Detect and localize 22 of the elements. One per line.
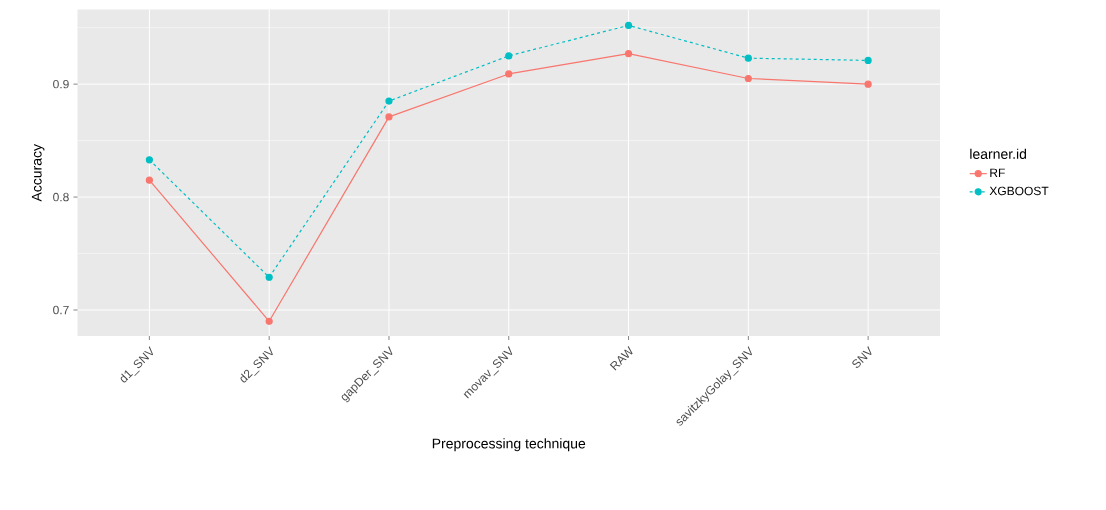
point: [265, 317, 273, 325]
point: [624, 21, 633, 29]
point: [744, 54, 752, 62]
point: [385, 97, 393, 105]
point: [145, 156, 153, 164]
point: [864, 56, 872, 65]
point: [744, 74, 752, 83]
y-axis-title: Accuracy: [31, 144, 45, 202]
legend-title: learner.id: [970, 148, 1027, 159]
x-axis-title: Preprocessing technique: [432, 438, 586, 452]
point: [505, 70, 513, 78]
legend-label: XGBOOST: [989, 186, 1049, 196]
y-tick-label: 0.8: [53, 192, 69, 202]
point: [624, 50, 633, 58]
point: [385, 113, 393, 121]
y-tick-label: 0.7: [53, 305, 69, 315]
point: [864, 80, 872, 88]
point: [265, 273, 273, 281]
point: [145, 176, 153, 184]
y-tick-label: 0.9: [53, 79, 69, 89]
point: [505, 52, 513, 60]
legend-label: RF: [990, 168, 1005, 177]
